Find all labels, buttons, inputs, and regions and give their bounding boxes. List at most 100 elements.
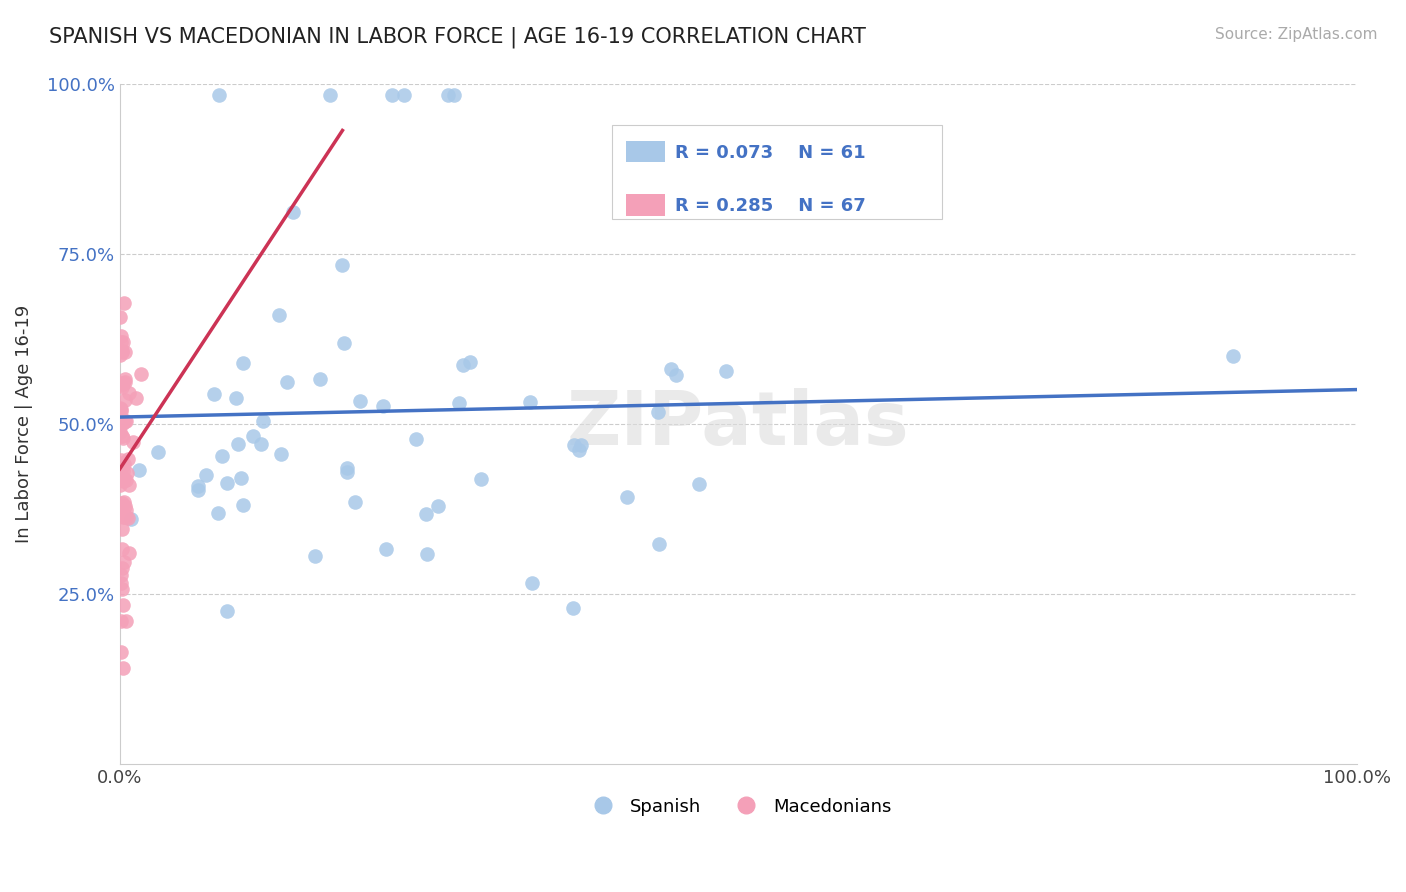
Point — [436, 87, 458, 102]
Point — [108, 467, 131, 482]
Point — [111, 379, 134, 393]
Point — [112, 509, 135, 524]
Point — [309, 372, 332, 386]
Point — [112, 555, 135, 569]
Point — [108, 378, 131, 392]
Point — [252, 414, 274, 428]
Point — [373, 399, 395, 413]
Point — [470, 472, 492, 486]
Point — [114, 392, 136, 407]
Point — [250, 437, 273, 451]
Point — [112, 495, 135, 509]
Point — [416, 547, 439, 561]
Text: R = 0.285    N = 67: R = 0.285 N = 67 — [675, 197, 866, 215]
Point — [381, 87, 404, 102]
Point — [110, 473, 132, 487]
Point — [111, 376, 134, 390]
Point — [110, 614, 132, 628]
Point — [125, 391, 148, 405]
Point — [112, 334, 135, 349]
Point — [231, 471, 253, 485]
Point — [110, 568, 132, 582]
Point — [270, 447, 292, 461]
Point — [111, 416, 134, 430]
Point — [114, 457, 136, 471]
Point — [112, 475, 135, 489]
Point — [110, 329, 132, 343]
Point — [1222, 349, 1244, 363]
Point — [117, 511, 139, 525]
Point — [616, 490, 638, 504]
Point — [111, 598, 134, 612]
Point — [118, 546, 141, 560]
Point — [665, 368, 688, 382]
Point — [333, 335, 356, 350]
Point — [226, 436, 249, 450]
Point — [108, 310, 131, 324]
Text: ZIPatlas: ZIPatlas — [567, 388, 910, 460]
Point — [112, 661, 135, 675]
Point — [562, 438, 585, 452]
Point — [115, 509, 138, 524]
Point — [111, 561, 134, 575]
Point — [194, 467, 217, 482]
Point — [146, 444, 169, 458]
Point — [110, 429, 132, 443]
Text: R = 0.073    N = 61: R = 0.073 N = 61 — [675, 144, 866, 161]
Point — [207, 507, 229, 521]
Point — [187, 483, 209, 497]
Point — [449, 395, 471, 409]
Point — [110, 576, 132, 591]
Point — [375, 541, 398, 556]
Point — [688, 477, 710, 491]
Point — [111, 458, 134, 473]
Point — [108, 425, 131, 439]
Text: Source: ZipAtlas.com: Source: ZipAtlas.com — [1215, 27, 1378, 42]
Point — [269, 308, 291, 322]
Point — [443, 87, 465, 102]
Point — [225, 391, 247, 405]
Point — [112, 508, 135, 522]
Point — [111, 582, 134, 596]
Point — [394, 87, 416, 102]
Point — [211, 449, 233, 463]
Point — [349, 393, 371, 408]
Point — [202, 387, 225, 401]
Point — [647, 405, 669, 419]
Point — [405, 432, 427, 446]
Legend: Spanish, Macedonians: Spanish, Macedonians — [578, 790, 898, 822]
Point — [232, 498, 254, 512]
Point — [108, 401, 131, 416]
Point — [110, 502, 132, 516]
Y-axis label: In Labor Force | Age 16-19: In Labor Force | Age 16-19 — [15, 305, 32, 543]
Point — [232, 356, 254, 370]
Point — [111, 345, 134, 359]
Point — [115, 414, 138, 428]
Point — [110, 452, 132, 467]
Point — [108, 477, 131, 491]
Point — [648, 537, 671, 551]
Point — [108, 419, 131, 434]
Point — [111, 522, 134, 536]
Text: SPANISH VS MACEDONIAN IN LABOR FORCE | AGE 16-19 CORRELATION CHART: SPANISH VS MACEDONIAN IN LABOR FORCE | A… — [49, 27, 866, 48]
Point — [129, 368, 152, 382]
Point — [319, 87, 342, 102]
Point — [114, 500, 136, 514]
Point — [661, 362, 683, 376]
Point — [283, 205, 305, 219]
Point — [215, 476, 238, 491]
Point — [110, 541, 132, 556]
Point — [344, 495, 367, 509]
Point — [304, 549, 326, 563]
Point — [111, 431, 134, 445]
Point — [114, 344, 136, 359]
Point — [117, 452, 139, 467]
Point — [118, 386, 141, 401]
Point — [568, 442, 591, 457]
Point — [110, 645, 132, 659]
Point — [215, 604, 238, 618]
Point — [242, 429, 264, 443]
Point — [714, 364, 737, 378]
Point — [108, 459, 131, 474]
Point — [111, 471, 134, 485]
